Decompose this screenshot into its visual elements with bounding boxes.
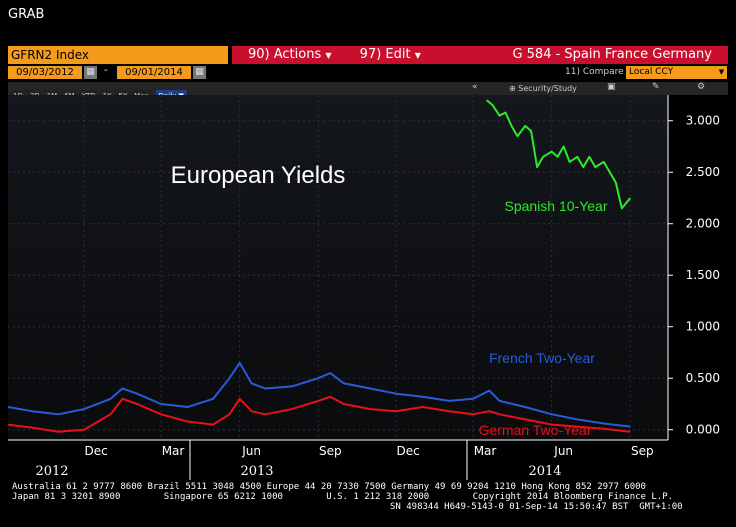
gear-icon[interactable]: ⚙ [697, 82, 706, 92]
yield-chart: 3.000 2.500 2.000 1.500 1.000 0.500 0.000 Dec M… [7, 95, 720, 480]
y-tick-label: 0.500 [686, 371, 720, 385]
footer-line-3: SN 498344 H649-5143-0 01-Sep-14 15:50:47… [390, 502, 683, 512]
x-tick-label: Dec [84, 444, 107, 458]
series-label: Spanish 10-Year [504, 198, 607, 214]
footer-line-1: Australia 61 2 9777 8600 Brazil 5511 304… [12, 482, 646, 492]
menu-bar: 90) Actions ▼ 97) Edit ▼ G 584 - Spain F… [232, 46, 720, 64]
calendar-icon[interactable]: ▦ [193, 66, 206, 79]
chevron-down-icon: ▼ [414, 51, 421, 60]
chart-icon: ⊕ [509, 84, 516, 93]
y-tick-label: 2.500 [686, 165, 720, 179]
calendar-icon[interactable]: ▦ [84, 66, 97, 79]
y-tick-label: 0.000 [686, 423, 720, 437]
menu-bar-end [720, 46, 728, 64]
compare-label: 11) Compare [565, 67, 624, 77]
series-line-german-two-year [7, 395, 631, 433]
x-year-label: 2014 [528, 464, 561, 479]
series-line-french-two-year [7, 361, 631, 428]
x-tick-label: Mar [474, 444, 497, 458]
page-title: G 584 - Spain France Germany [512, 47, 712, 62]
actions-label: 90) Actions [248, 47, 322, 62]
x-tick-label: Sep [319, 444, 342, 458]
plot-area [8, 95, 668, 440]
x-tick-label: Jun [553, 444, 573, 458]
series-line-spanish-10-year [486, 99, 632, 210]
x-year-label: 2013 [240, 464, 273, 479]
security-study-label: Security/Study [518, 84, 577, 93]
chart-title: European Yields [171, 162, 346, 189]
x-year-label: 2012 [35, 464, 68, 479]
x-tick-label: Mar [162, 444, 185, 458]
footer-line-2: Japan 81 3 3201 8900 Singapore 65 6212 1… [12, 492, 674, 502]
y-tick-label: 3.000 [686, 114, 720, 128]
edit-label: 97) Edit [359, 47, 411, 62]
actions-button[interactable]: 90) Actions ▼ [242, 46, 338, 65]
date-separator: - [104, 65, 108, 76]
series-label: French Two-Year [489, 350, 595, 366]
start-date-field[interactable]: 09/03/2012 [8, 66, 82, 79]
collapse-icon[interactable]: « [472, 82, 478, 92]
window-title: GRAB [8, 7, 45, 22]
series-label: German Two-Year [479, 422, 592, 438]
y-tick-label: 2.000 [686, 217, 720, 231]
x-tick-label: Jun [241, 444, 261, 458]
edit-button[interactable]: 97) Edit ▼ [354, 46, 427, 65]
x-tick-label: Sep [631, 444, 654, 458]
chevron-down-icon[interactable]: ▼ [716, 66, 727, 79]
currency-select[interactable]: Local CCY [626, 66, 716, 79]
edit-icon[interactable]: ✎ [652, 82, 660, 92]
ticker-field[interactable]: GFRN2 Index [8, 46, 228, 64]
x-tick-label: Dec [396, 444, 419, 458]
print-icon[interactable]: ▣ [607, 82, 616, 92]
y-tick-label: 1.500 [686, 268, 720, 282]
y-tick-label: 1.000 [686, 320, 720, 334]
timeframe-bar [8, 82, 728, 95]
end-date-field[interactable]: 09/01/2014 [117, 66, 191, 79]
security-study-button[interactable]: ⊕ Security/Study [509, 84, 577, 93]
chevron-down-icon: ▼ [325, 51, 332, 60]
